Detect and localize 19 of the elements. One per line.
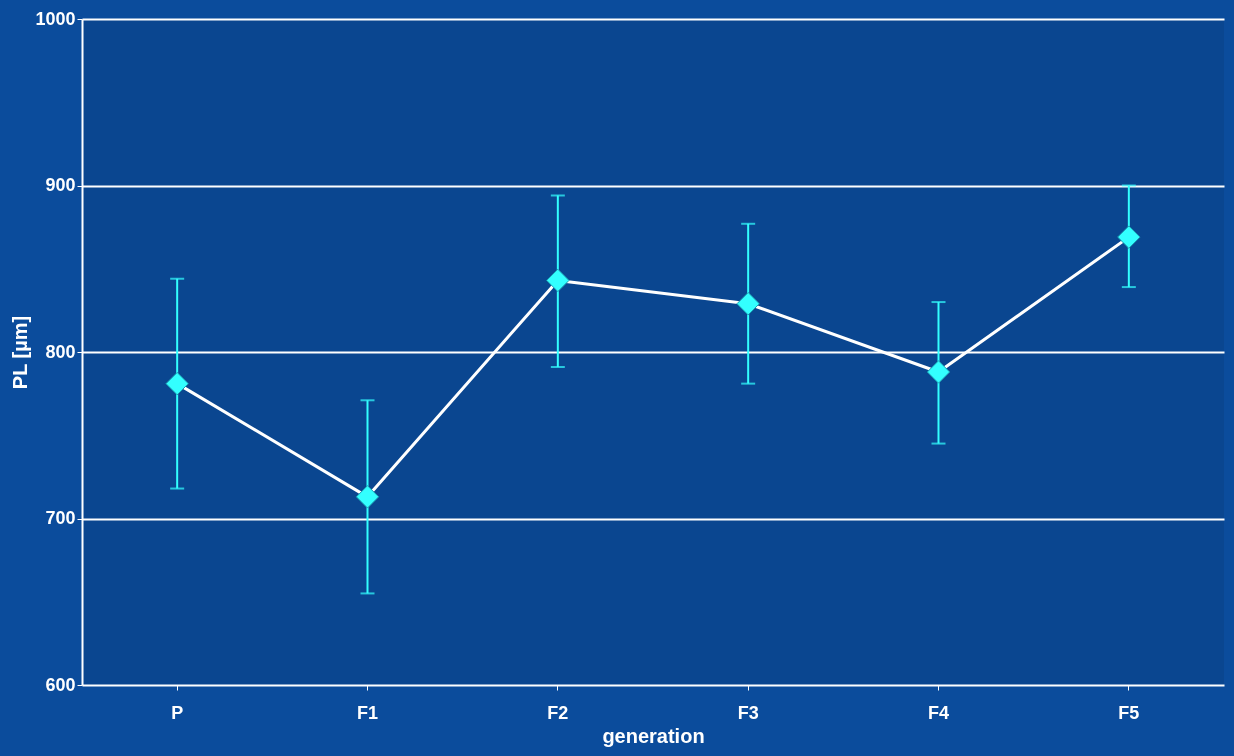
y-tick-label: 800 [45, 341, 76, 362]
y-tick-label: 600 [45, 674, 76, 695]
x-tick-label: F1 [356, 702, 379, 723]
y-tick-label: 900 [45, 175, 76, 195]
point [926, 360, 951, 384]
x-tick-label: F3 [737, 702, 759, 723]
x-tick-label: P [171, 702, 184, 723]
x-tick-label: F4 [927, 702, 950, 723]
point [1117, 225, 1141, 249]
x-tick-label: F5 [1118, 702, 1140, 723]
y-tick-label: 700 [45, 508, 76, 528]
x-axis-title: generation [602, 724, 705, 747]
point [165, 371, 189, 396]
point [546, 268, 570, 293]
point [736, 292, 760, 316]
point [355, 485, 380, 509]
y-axis-title: PL [µm] [9, 315, 32, 390]
y-tick-label: 1000 [35, 8, 76, 29]
x-tick-label: F2 [547, 702, 569, 723]
